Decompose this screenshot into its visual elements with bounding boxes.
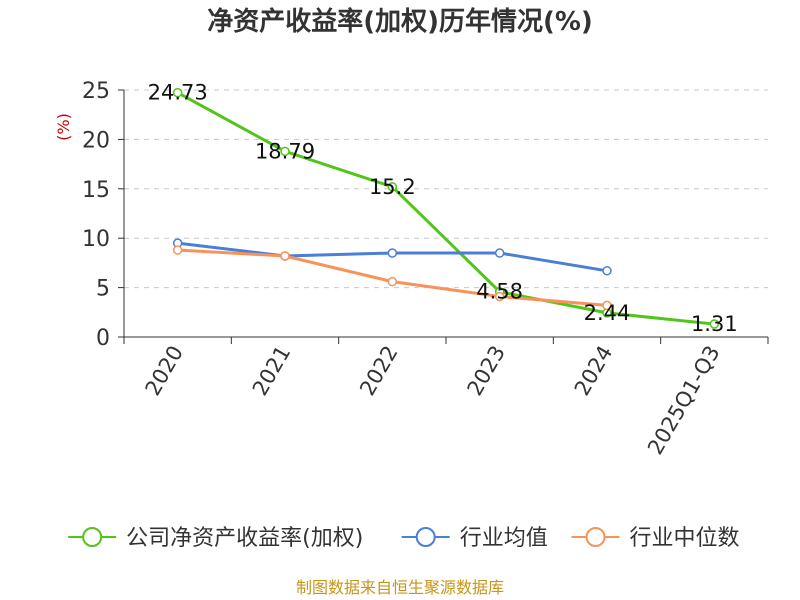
y-tick-label: 25: [82, 79, 110, 104]
data-point: [387, 276, 398, 287]
series-lines: [172, 87, 720, 329]
grid-lines: [124, 89, 768, 289]
legend-item[interactable]: 行业中位数: [571, 526, 740, 551]
data-point: [387, 248, 398, 258]
data-label: 18.79: [255, 139, 315, 163]
data-point: [709, 319, 720, 329]
data-point: [172, 87, 183, 98]
y-tick-label: 10: [82, 227, 110, 252]
legend-item[interactable]: 行业均值: [401, 526, 548, 551]
data-point: [172, 245, 183, 255]
y-axis-label: (%): [54, 113, 73, 141]
legend-item[interactable]: 公司净资产收益率(加权): [68, 526, 363, 551]
data-point: [602, 266, 612, 276]
data-label: 24.73: [148, 81, 208, 105]
data-label: 2.44: [584, 301, 631, 325]
data-label: 1.31: [691, 312, 738, 336]
data-label: 4.58: [476, 280, 523, 304]
data-point: [280, 146, 290, 157]
legend-circle-icon: [415, 527, 436, 547]
x-tick-label: 2023: [462, 342, 510, 400]
data-labels: 24.73 18.79 15.2 4.58 2.44 1.31: [148, 81, 738, 336]
y-tick-label: 5: [96, 277, 110, 302]
data-label: 15.2: [369, 175, 416, 199]
data-point: [387, 182, 398, 192]
x-tick-label: 2024: [570, 342, 618, 400]
y-tick-label: 20: [82, 128, 110, 153]
legend-label: 行业中位数: [630, 526, 740, 551]
series-line: [176, 91, 716, 326]
legend-circle-icon: [585, 527, 606, 547]
x-tick-label: 2025Q1-Q3: [643, 342, 725, 459]
legend[interactable]: 公司净资产收益率(加权) 行业均值 行业中位数: [68, 526, 740, 551]
legend-label: 行业均值: [460, 526, 548, 551]
data-point: [602, 300, 612, 311]
x-tick-label: 2021: [248, 342, 296, 400]
data-point: [494, 248, 505, 258]
data-point: [280, 251, 290, 261]
x-tick-label: 2022: [355, 342, 403, 400]
x-tick-label: 2020: [140, 342, 188, 400]
y-tick-label: 15: [82, 178, 110, 203]
chart-title: 净资产收益率(加权)历年情况(%): [207, 6, 593, 37]
y-tick-label: 0: [96, 326, 110, 351]
legend-circle-icon: [82, 527, 103, 547]
data-point: [494, 291, 505, 302]
axes: 0 5 10 15 20 25 2020 2021 2022 2023 2024 2025Q1-Q3: [82, 79, 769, 459]
legend-label: 公司净资产收益率(加权): [126, 526, 363, 551]
source-note: 制图数据来自恒生聚源数据库: [296, 578, 504, 597]
